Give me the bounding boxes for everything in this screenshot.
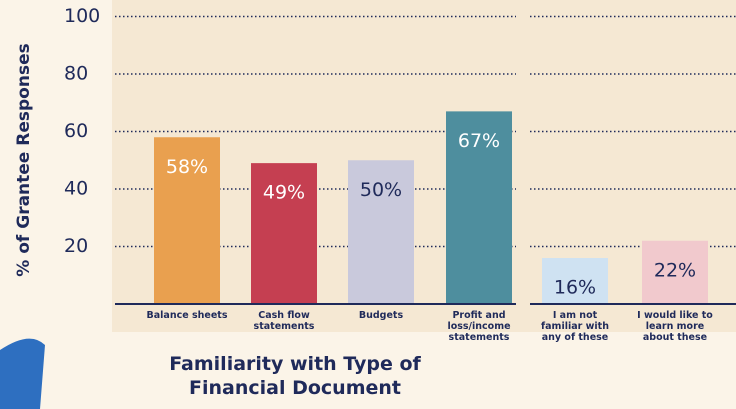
y-tick-label: 60 [64, 120, 88, 142]
value-label: 67% [458, 130, 500, 152]
value-label: 49% [263, 182, 305, 204]
decor-shape [0, 338, 45, 409]
value-label: 58% [166, 156, 208, 178]
y-tick-label: 40 [64, 178, 88, 200]
x-tick-label: Profit and loss/income statements [447, 310, 511, 343]
bar [642, 240, 708, 304]
bar [446, 111, 512, 304]
x-axis-title: Familiarity with Type of Financial Docum… [169, 353, 421, 399]
x-tick-label: Cash flow statements [253, 310, 315, 332]
x-tick-label: Balance sheets [146, 310, 228, 321]
bar [154, 137, 220, 304]
y-tick-label: 80 [64, 63, 88, 85]
x-tick-label: I would like to learn more about these [637, 310, 713, 343]
value-label: 50% [360, 179, 402, 201]
bar [348, 160, 414, 304]
y-tick-label: 100 [64, 5, 100, 27]
bar [542, 258, 608, 304]
x-tick-label: I am not familiar with any of these [541, 310, 609, 343]
y-tick-label: 20 [64, 235, 88, 257]
bar [251, 163, 317, 304]
value-label: 16% [554, 277, 596, 299]
x-tick-label: Budgets [358, 310, 404, 321]
y-axis-title: % of Grantee Responses [14, 43, 34, 276]
value-label: 22% [654, 259, 696, 281]
